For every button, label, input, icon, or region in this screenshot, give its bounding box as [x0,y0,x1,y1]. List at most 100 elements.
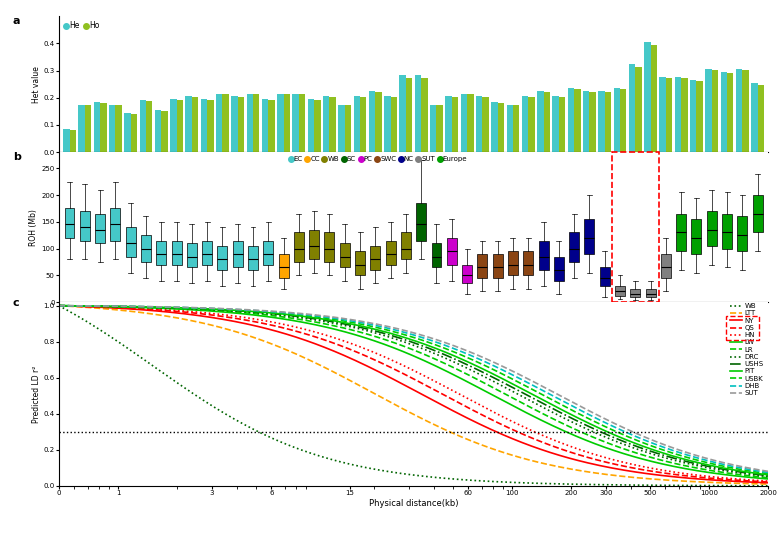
Bar [323,96,329,152]
Bar [720,72,727,152]
Bar [299,95,305,152]
Bar [354,96,360,152]
Bar [482,97,488,152]
Bar [384,96,390,152]
PathPatch shape [661,254,671,278]
Bar [406,78,412,152]
Bar [292,93,299,152]
Bar [115,105,122,152]
Bar [467,95,474,152]
Bar [498,103,504,152]
Bar [262,99,268,152]
PathPatch shape [431,243,441,268]
PathPatch shape [248,246,258,270]
Bar [712,70,718,152]
Bar [360,97,366,152]
Legend: WB, LTT, NY, QS, HN, LW, LR, DRC, USHS, PIT, USBK, DHB, SUT: WB, LTT, NY, QS, HN, LW, LR, DRC, USHS, … [728,302,765,398]
PathPatch shape [738,216,747,251]
Bar [278,93,284,152]
PathPatch shape [386,240,396,265]
PathPatch shape [584,219,594,254]
Bar [666,78,673,152]
PathPatch shape [753,195,763,232]
Bar [430,105,437,152]
Bar [131,114,137,152]
PathPatch shape [294,232,304,262]
Bar [109,105,115,152]
PathPatch shape [309,230,319,259]
Bar [681,78,688,152]
PathPatch shape [64,208,74,238]
Bar [476,96,482,152]
Bar [559,97,565,152]
Bar [284,95,290,152]
Bar [268,100,274,152]
Bar [192,97,198,152]
PathPatch shape [233,240,243,268]
Bar [553,96,559,152]
PathPatch shape [706,211,717,246]
Bar [568,88,574,152]
Text: b: b [13,152,20,162]
Bar [506,105,513,152]
PathPatch shape [569,232,579,262]
Legend: He, Ho: He, Ho [63,20,101,32]
Bar [604,92,611,152]
Bar [162,111,168,152]
Legend: EC, CC, WB, SC, PC, SWC, NC, SUT, Europe: EC, CC, WB, SC, PC, SWC, NC, SUT, Europe [289,156,468,163]
Bar [543,92,550,152]
Bar [751,83,757,152]
PathPatch shape [676,214,686,251]
PathPatch shape [508,251,518,276]
PathPatch shape [111,208,121,240]
Bar [612,152,659,302]
Bar [437,105,443,152]
PathPatch shape [217,246,227,270]
Bar [231,96,238,152]
Bar [70,130,76,152]
Bar [207,100,213,152]
Bar [339,105,345,152]
Bar [537,91,543,152]
Bar [742,70,749,152]
Bar [93,102,100,152]
Bar [583,91,590,152]
Bar [461,93,467,152]
Bar [629,64,635,152]
Bar [369,91,376,152]
Bar [223,95,229,152]
Bar [314,100,321,152]
X-axis label: Physical distance(kb): Physical distance(kb) [368,499,459,508]
Bar [492,102,498,152]
PathPatch shape [600,268,610,286]
PathPatch shape [477,254,488,278]
PathPatch shape [462,265,472,284]
PathPatch shape [645,289,655,297]
PathPatch shape [278,254,289,278]
Bar [528,97,535,152]
Bar [513,105,519,152]
Bar [185,96,192,152]
PathPatch shape [370,246,380,270]
PathPatch shape [492,254,503,278]
Text: c: c [13,299,20,308]
PathPatch shape [325,232,335,262]
Bar [675,77,681,152]
Bar [415,75,421,152]
PathPatch shape [401,232,411,259]
Bar [78,105,85,152]
Bar [706,69,712,152]
PathPatch shape [691,219,702,254]
PathPatch shape [263,240,274,265]
Bar [345,105,351,152]
Bar [757,85,764,152]
Bar [238,97,244,152]
Bar [620,89,626,152]
Bar [100,103,107,152]
PathPatch shape [722,214,732,248]
Bar [216,93,223,152]
PathPatch shape [172,240,182,265]
PathPatch shape [554,256,564,281]
Bar [635,67,642,152]
Bar [644,42,651,152]
